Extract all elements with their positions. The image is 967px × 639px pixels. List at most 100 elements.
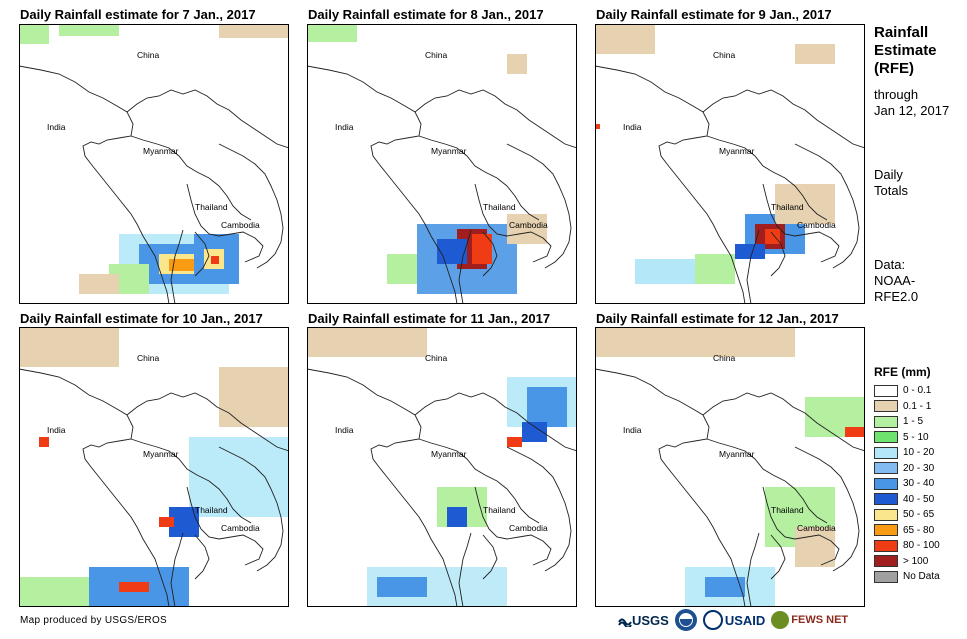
- legend-item: 80 - 100: [874, 538, 964, 554]
- map-label-myanmar: Myanmar: [719, 449, 755, 459]
- legend-label: 0 - 0.1: [903, 385, 932, 397]
- sidebar-title-line2: Estimate: [874, 42, 937, 59]
- map-label-india: India: [335, 425, 354, 435]
- country-borders: [307, 65, 577, 304]
- rainfall-layer: [595, 24, 835, 284]
- map-label-india: India: [47, 425, 66, 435]
- legend-item: 65 - 80: [874, 523, 964, 539]
- legend-label: > 100: [903, 555, 929, 567]
- legend-item: 5 - 10: [874, 430, 964, 446]
- map-label-cambodia: Cambodia: [221, 523, 260, 533]
- legend-title: RFE (mm): [874, 365, 931, 379]
- map-panel-2: China India Myanmar Thailand Cambodia: [307, 24, 577, 304]
- map-label-china: China: [425, 353, 447, 363]
- panel-title-5: Daily Rainfall estimate for 11 Jan., 201…: [308, 311, 551, 326]
- usgs-wave-icon: [618, 618, 632, 627]
- sidebar-title: Rainfall Estimate (RFE): [874, 24, 937, 78]
- map-label-myanmar: Myanmar: [143, 449, 179, 459]
- map-label-thailand: Thailand: [195, 202, 228, 212]
- map-label-india: India: [623, 425, 642, 435]
- legend-item: 1 - 5: [874, 414, 964, 430]
- usgs-logo: USGS: [618, 613, 669, 628]
- legend-swatch: [874, 555, 898, 568]
- legend-item: 10 - 20: [874, 445, 964, 461]
- sidebar-totals: Totals: [874, 183, 908, 198]
- usgs-logo-text: USGS: [632, 612, 669, 628]
- map-label-thailand: Thailand: [483, 202, 516, 212]
- usaid-logo-text: USAID: [724, 612, 766, 628]
- map-panel-6: China India Myanmar Thailand Cambodia: [595, 327, 865, 607]
- footer-credit: Map produced by USGS/EROS: [20, 615, 168, 626]
- rainfall-layer: [19, 24, 289, 294]
- usaid-seal-icon: [702, 610, 723, 630]
- map-label-cambodia: Cambodia: [797, 523, 836, 533]
- legend-item: 20 - 30: [874, 461, 964, 477]
- country-borders: [307, 368, 577, 607]
- legend-swatch: [874, 384, 898, 397]
- legend: RFE (mm) 0 - 0.1 0.1 - 1 1 - 5 5 - 10 10 - 2…: [874, 365, 964, 585]
- legend-item: 0.1 - 1: [874, 399, 964, 415]
- country-borders: [19, 65, 289, 304]
- map-label-thailand: Thailand: [195, 505, 228, 515]
- legend-swatch: [874, 570, 898, 583]
- map-label-india: India: [623, 122, 642, 132]
- legend-label: 65 - 80: [903, 524, 935, 536]
- legend-label: 30 - 40: [903, 478, 935, 490]
- sidebar-data-source: Data: NOAA- RFE2.0: [874, 257, 918, 305]
- sidebar-through: through Jan 12, 2017: [874, 87, 949, 119]
- legend-item: 50 - 65: [874, 507, 964, 523]
- legend-label: 5 - 10: [903, 431, 929, 443]
- legend-item: 30 - 40: [874, 476, 964, 492]
- legend-swatch: [874, 524, 898, 537]
- map-panel-3: China India Myanmar Thailand Cambodia: [595, 24, 865, 304]
- map-label-thailand: Thailand: [771, 202, 804, 212]
- map-panel-5: China India Myanmar Thailand Cambodia: [307, 327, 577, 607]
- legend-item: 40 - 50: [874, 492, 964, 508]
- legend-item: No Data: [874, 569, 964, 585]
- map-label-myanmar: Myanmar: [719, 146, 755, 156]
- legend-swatch: [874, 477, 898, 490]
- map-label-china: China: [137, 50, 159, 60]
- fews-logo-text: FEWS NET: [791, 614, 849, 626]
- legend-label: 20 - 30: [903, 462, 935, 474]
- country-borders: [19, 368, 289, 607]
- legend-swatch: [874, 539, 898, 552]
- sidebar-data-line2: RFE2.0: [874, 289, 919, 304]
- map-label-myanmar: Myanmar: [431, 146, 467, 156]
- map-label-china: China: [713, 50, 735, 60]
- map-label-myanmar: Myanmar: [431, 449, 467, 459]
- legend-label: 10 - 20: [903, 447, 935, 459]
- map-label-cambodia: Cambodia: [221, 220, 260, 230]
- map-panel-1: China India Myanmar Thailand Cambodia: [19, 24, 289, 304]
- sidebar-title-line3: (RFE): [874, 60, 914, 77]
- country-borders: [595, 368, 865, 607]
- panel-title-3: Daily Rainfall estimate for 9 Jan., 2017: [596, 7, 832, 22]
- rainfall-layer: [307, 24, 547, 294]
- map-label-china: China: [425, 50, 447, 60]
- sidebar-date: Jan 12, 2017: [874, 103, 950, 118]
- legend-label: No Data: [903, 571, 940, 583]
- sidebar-daily: Daily: [874, 167, 903, 182]
- legend-swatch: [874, 431, 898, 444]
- map-label-thailand: Thailand: [483, 505, 516, 515]
- panel-title-6: Daily Rainfall estimate for 12 Jan., 201…: [596, 311, 839, 326]
- logo-strip: USGS USAID FEWS NET: [618, 606, 858, 634]
- legend-label: 40 - 50: [903, 493, 935, 505]
- noaa-logo-icon: [674, 609, 697, 631]
- panel-title-4: Daily Rainfall estimate for 10 Jan., 201…: [20, 311, 263, 326]
- map-label-myanmar: Myanmar: [143, 146, 179, 156]
- legend-swatch: [874, 415, 898, 428]
- map-label-cambodia: Cambodia: [509, 220, 548, 230]
- sidebar-through-label: through: [874, 87, 919, 102]
- fews-logo: FEWS NET: [771, 611, 848, 629]
- country-borders: [595, 65, 865, 304]
- rainfall-layer: [307, 327, 577, 607]
- usaid-logo: USAID: [702, 610, 766, 630]
- rainfall-layer: [595, 327, 865, 607]
- fews-leaf-icon: [771, 611, 790, 629]
- map-label-china: China: [713, 353, 735, 363]
- legend-swatch: [874, 462, 898, 475]
- legend-swatch: [874, 493, 898, 506]
- sidebar-data-label: Data:: [874, 257, 906, 272]
- legend-label: 80 - 100: [903, 540, 940, 552]
